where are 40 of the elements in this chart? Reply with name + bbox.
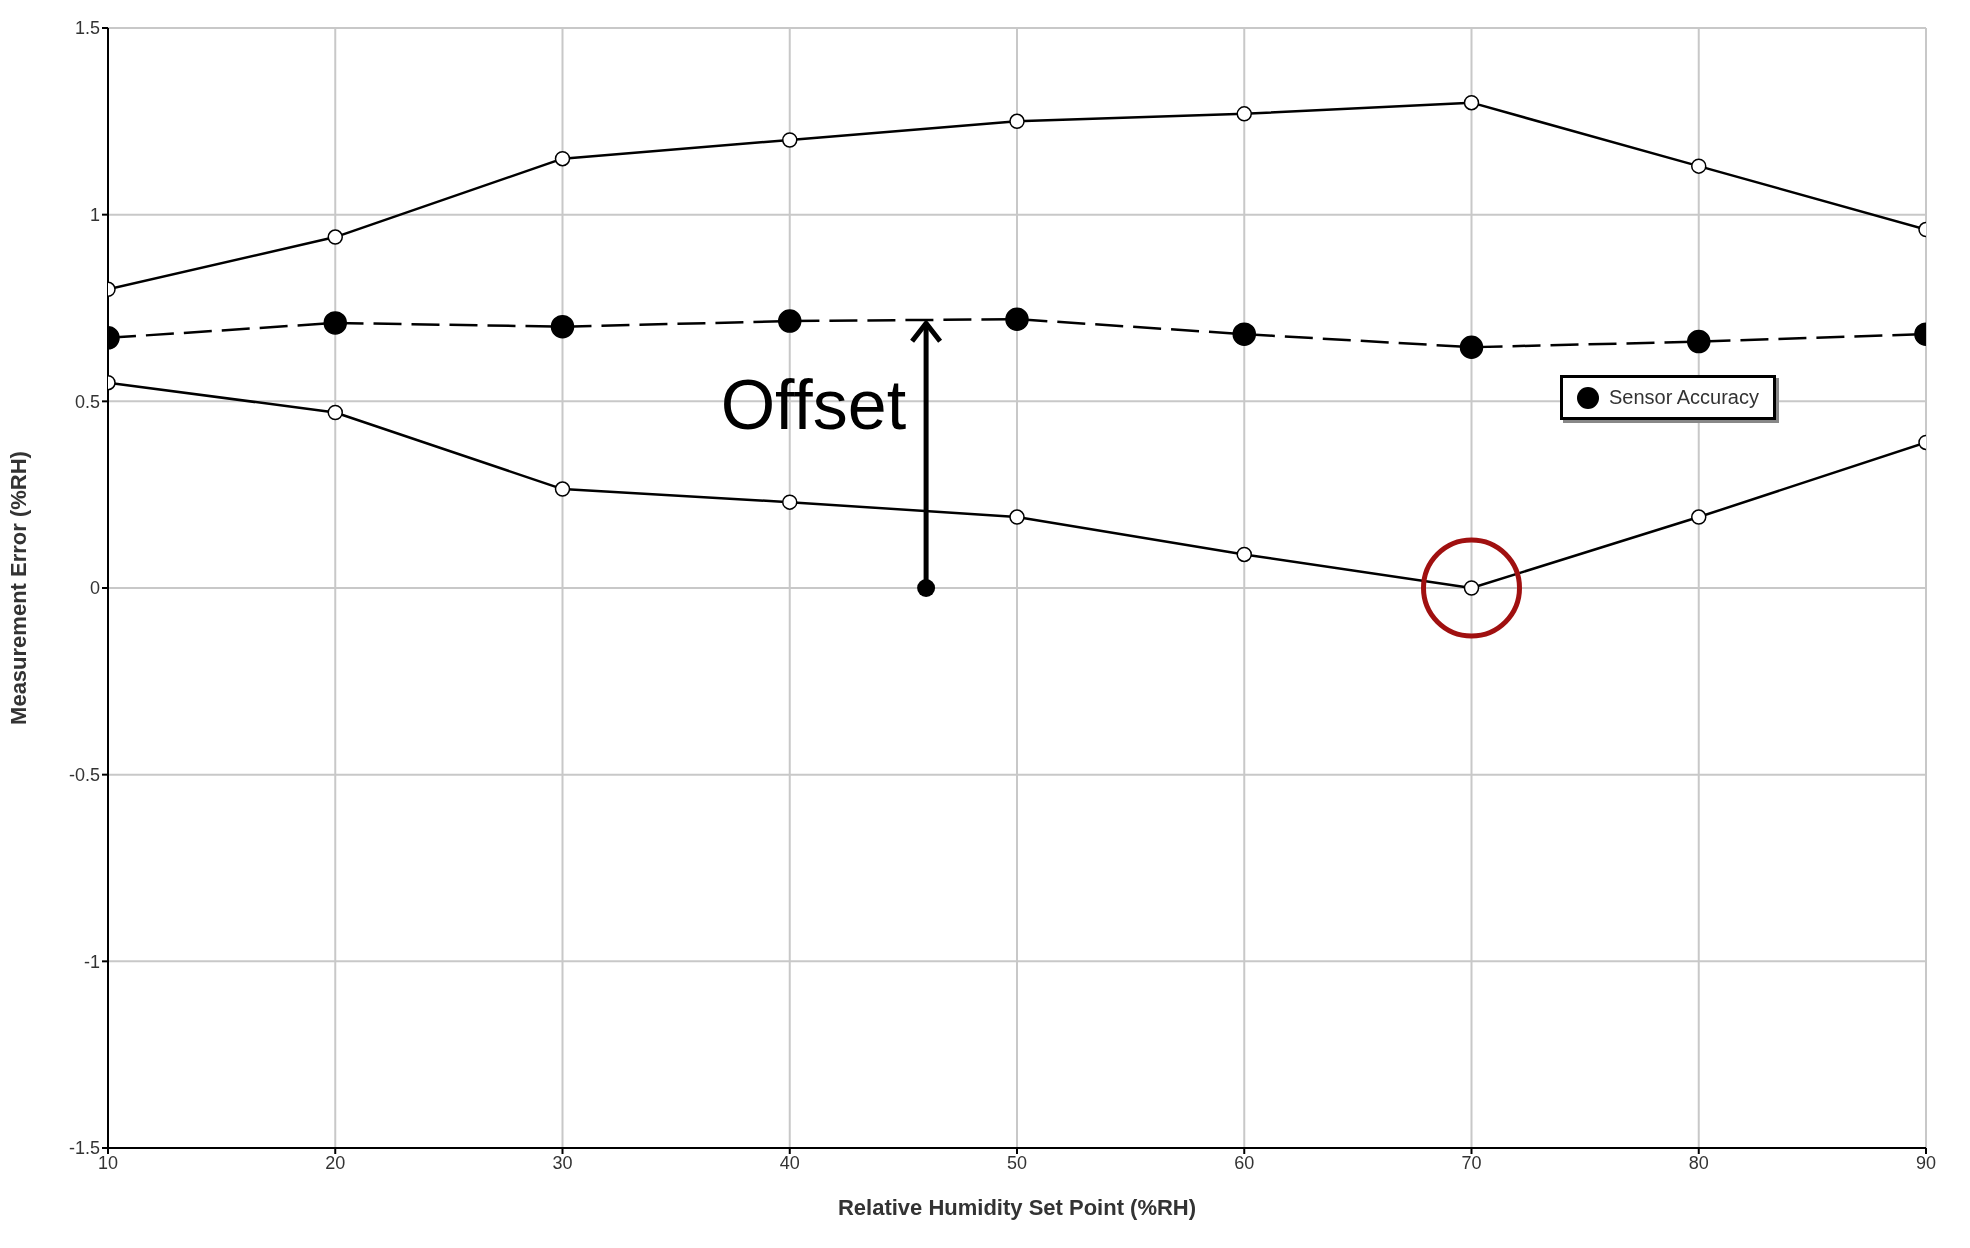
y-tick-label: -0.5 [68,765,100,786]
x-axis-title: Relative Humidity Set Point (%RH) [837,1195,1197,1220]
point [1005,307,1029,331]
y-tick-label: 1 [89,205,100,226]
point [1232,322,1256,346]
annotation: Offset [720,366,907,445]
y-tick-label: -1 [83,951,100,972]
point [554,150,571,167]
x-tick-label: 20 [325,1152,346,1173]
y-tick-label: 1.5 [74,18,100,39]
x-tick-label: 40 [779,1152,800,1173]
point [1691,509,1707,525]
x-tick-label: 80 [1688,1152,1709,1173]
point [778,309,802,333]
point [1236,546,1252,563]
point [782,494,798,510]
legend-label: Sensor Accuracy [1608,386,1759,410]
point [1463,94,1480,111]
y-tick-label: -1.5 [68,1138,100,1159]
x-tick-label: 50 [1006,1152,1028,1173]
point [327,229,343,245]
point [1236,106,1252,122]
point [1009,509,1025,525]
point [1459,335,1484,359]
x-tick-label: 70 [1461,1152,1482,1173]
point [1009,113,1025,130]
point [323,311,347,335]
point [1687,329,1711,354]
x-tick-label: 60 [1234,1152,1255,1173]
point [550,314,575,339]
y-tick-label: 0 [89,578,100,599]
x-tick-label: 30 [552,1152,573,1173]
point [1691,158,1707,174]
point [782,132,798,148]
point [554,481,571,497]
point [1463,580,1480,596]
point [327,404,343,421]
x-tick-label: 90 [1915,1152,1937,1173]
y-axis-title: Measurement Error (%RH) [5,451,31,725]
y-tick-label: 0.5 [74,391,100,412]
